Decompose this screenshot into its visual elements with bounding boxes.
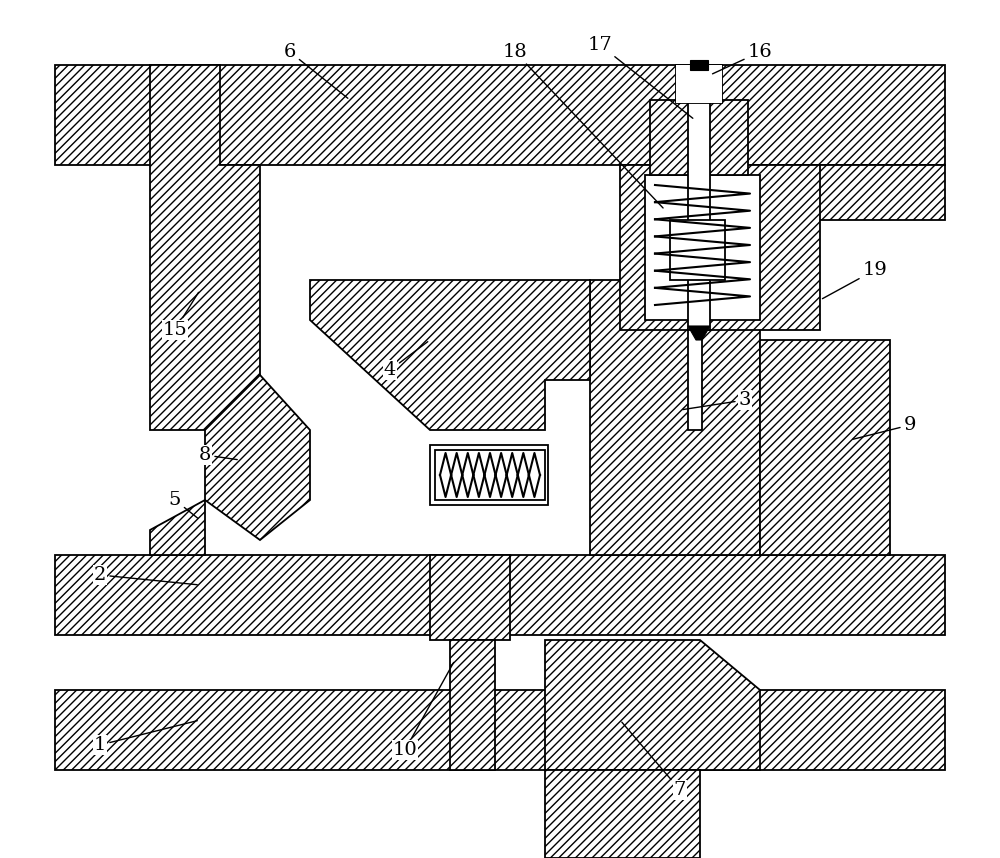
Text: 6: 6 xyxy=(284,43,348,99)
Text: 9: 9 xyxy=(853,416,916,439)
Text: 2: 2 xyxy=(94,566,197,584)
Bar xyxy=(450,640,495,770)
Text: 8: 8 xyxy=(199,446,237,464)
Text: 17: 17 xyxy=(588,36,693,118)
Polygon shape xyxy=(590,280,760,555)
Bar xyxy=(676,65,722,103)
Text: 19: 19 xyxy=(822,261,887,299)
Text: 1: 1 xyxy=(94,721,197,754)
Bar xyxy=(670,220,725,280)
Polygon shape xyxy=(620,165,820,330)
Polygon shape xyxy=(205,375,310,540)
Bar xyxy=(688,330,702,430)
Text: 16: 16 xyxy=(713,43,772,74)
Text: 10: 10 xyxy=(393,662,454,759)
Polygon shape xyxy=(150,65,260,430)
Bar xyxy=(435,450,545,500)
Bar xyxy=(690,60,708,70)
Bar xyxy=(676,65,722,103)
Polygon shape xyxy=(760,340,890,555)
Bar xyxy=(645,175,760,320)
Bar xyxy=(430,555,510,640)
Text: 15: 15 xyxy=(163,293,199,339)
Text: 5: 5 xyxy=(169,491,198,518)
Polygon shape xyxy=(150,500,205,555)
Bar xyxy=(688,100,710,330)
Bar xyxy=(55,65,945,165)
Polygon shape xyxy=(310,280,590,430)
Bar xyxy=(55,555,945,635)
Bar xyxy=(430,445,548,505)
Text: 7: 7 xyxy=(622,722,686,799)
Bar xyxy=(650,100,748,175)
Polygon shape xyxy=(688,326,710,340)
Bar xyxy=(55,690,945,770)
Polygon shape xyxy=(545,640,760,770)
Text: 18: 18 xyxy=(503,43,663,208)
Text: 4: 4 xyxy=(384,341,428,379)
Text: 3: 3 xyxy=(683,391,751,409)
Polygon shape xyxy=(545,770,700,858)
Bar xyxy=(630,165,945,220)
